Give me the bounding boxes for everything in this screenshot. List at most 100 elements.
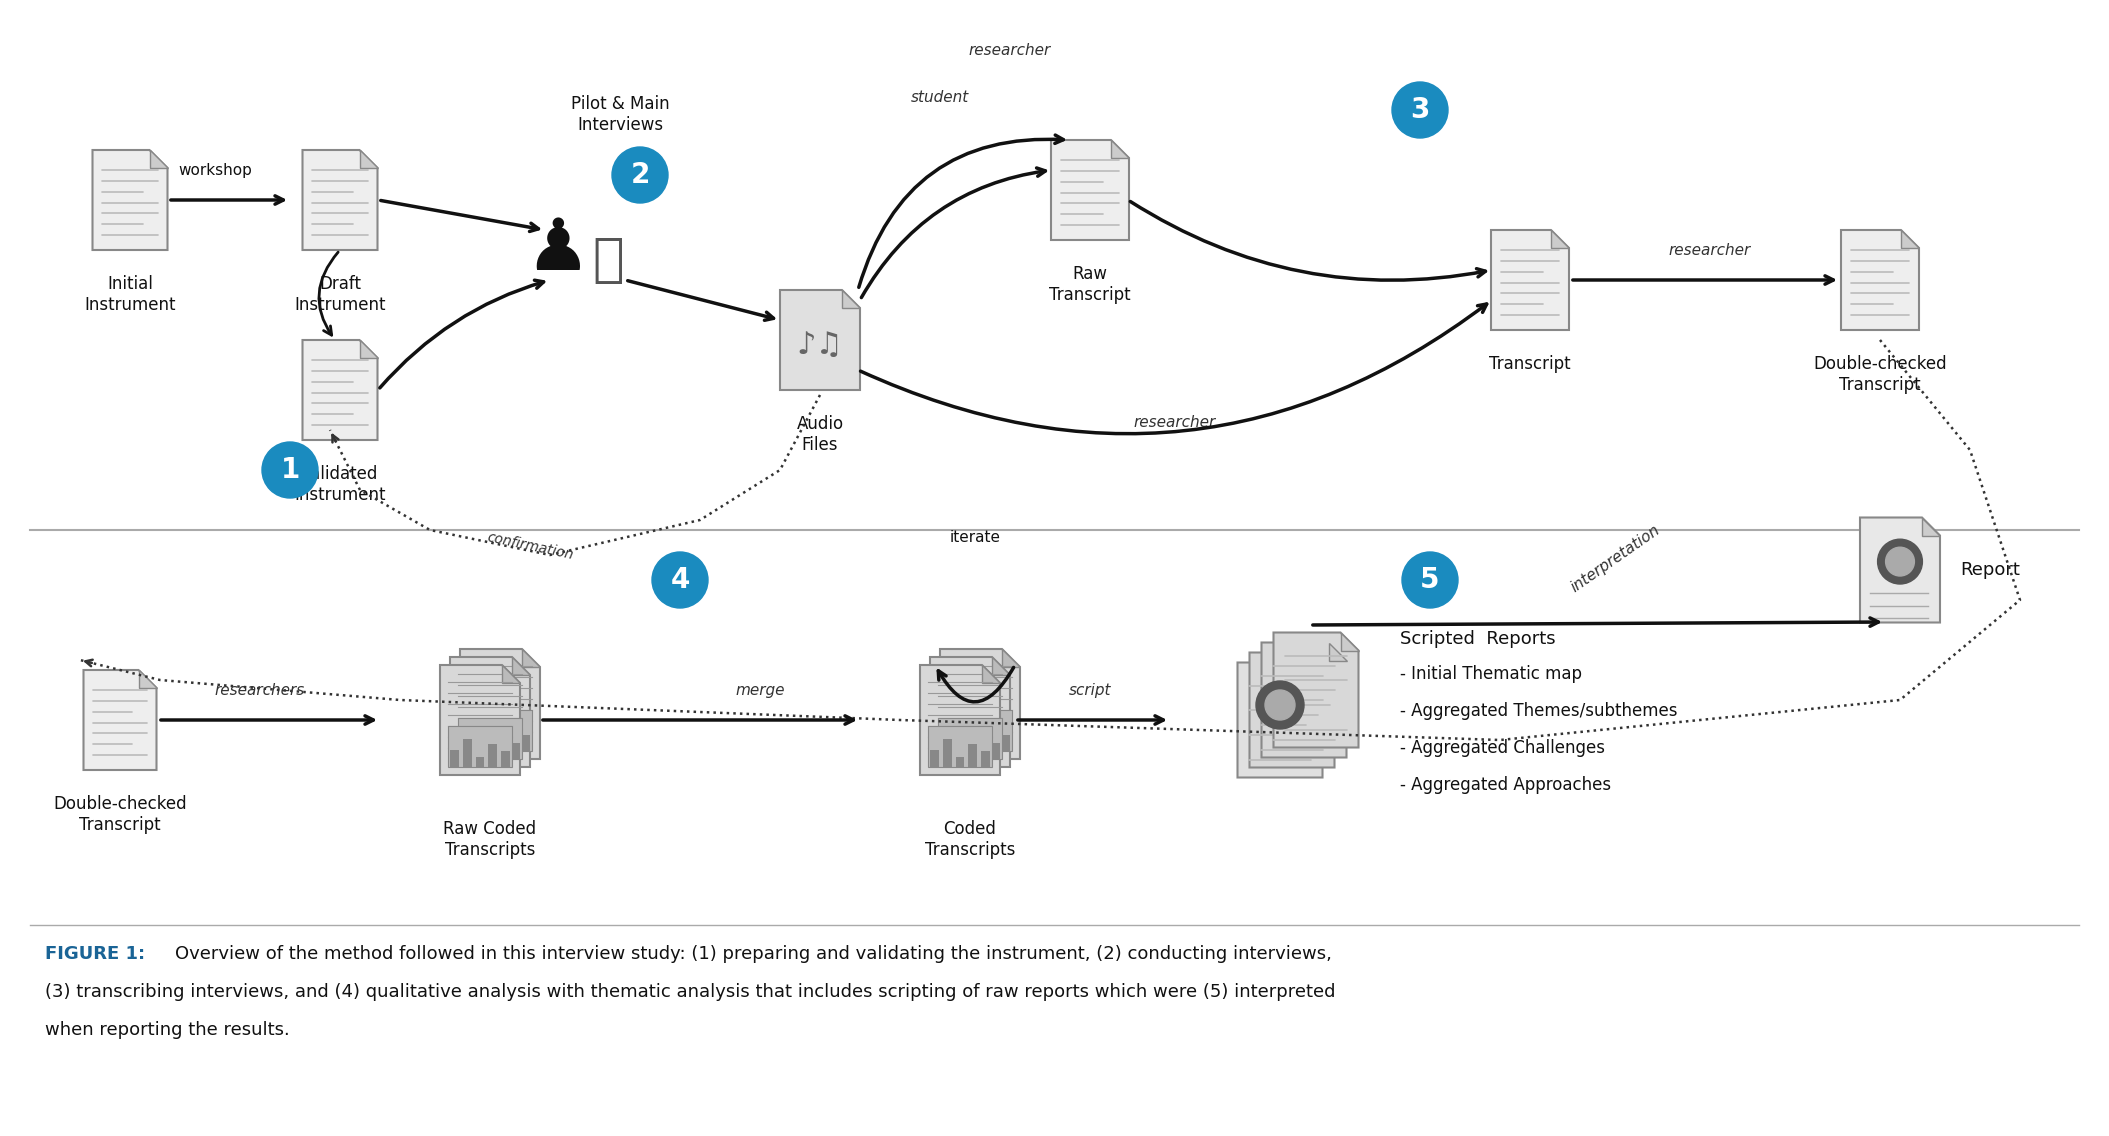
Circle shape (1392, 82, 1449, 137)
Polygon shape (1274, 633, 1358, 747)
Circle shape (612, 147, 669, 203)
Text: Overview of the method followed in this interview study: (1) preparing and valid: Overview of the method followed in this … (175, 945, 1333, 963)
Polygon shape (1261, 643, 1346, 758)
Polygon shape (449, 657, 529, 767)
Bar (508, 728, 517, 751)
Polygon shape (359, 150, 378, 168)
Polygon shape (1491, 229, 1569, 329)
Text: - Aggregated Challenges: - Aggregated Challenges (1400, 740, 1605, 757)
Polygon shape (983, 665, 1000, 683)
Bar (462, 738, 472, 767)
Polygon shape (523, 649, 540, 667)
Text: iterate: iterate (949, 531, 1000, 545)
Text: (3) transcribing interviews, and (4) qualitative analysis with thematic analysis: (3) transcribing interviews, and (4) qua… (44, 983, 1335, 1001)
Polygon shape (780, 290, 860, 390)
Circle shape (262, 442, 318, 498)
Circle shape (1877, 540, 1923, 584)
Polygon shape (991, 657, 1010, 675)
Bar (483, 722, 491, 751)
Text: interpretation: interpretation (1567, 523, 1662, 595)
Text: when reporting the results.: when reporting the results. (44, 1021, 289, 1039)
Text: - Aggregated Approaches: - Aggregated Approaches (1400, 776, 1611, 794)
Polygon shape (359, 340, 378, 358)
Bar (966, 749, 974, 759)
Bar (939, 718, 1002, 759)
Polygon shape (1316, 652, 1335, 670)
Polygon shape (139, 670, 156, 688)
Bar (521, 735, 529, 751)
Bar (477, 757, 485, 767)
Polygon shape (1002, 649, 1021, 667)
Text: script: script (1069, 683, 1111, 698)
Bar (943, 738, 951, 767)
Text: ♟: ♟ (525, 216, 591, 284)
Polygon shape (460, 649, 540, 759)
Circle shape (1265, 690, 1295, 720)
Polygon shape (1249, 652, 1335, 768)
Text: Initial
Instrument: Initial Instrument (84, 275, 175, 314)
Text: Double-checked
Transcript: Double-checked Transcript (53, 795, 188, 834)
Text: - Aggregated Themes/subthemes: - Aggregated Themes/subthemes (1400, 702, 1677, 720)
Bar (449, 750, 460, 767)
Text: 5: 5 (1419, 566, 1440, 594)
Text: Coded
Transcripts: Coded Transcripts (926, 820, 1014, 859)
Bar (989, 728, 998, 751)
Bar (941, 742, 949, 759)
Text: merge: merge (736, 683, 785, 698)
Bar (470, 734, 479, 751)
Polygon shape (93, 150, 167, 250)
Text: Transcript: Transcript (1489, 356, 1571, 373)
Bar (485, 749, 494, 759)
Polygon shape (1860, 518, 1940, 623)
Bar (498, 736, 506, 759)
Bar (949, 710, 1012, 751)
Text: researchers: researchers (215, 683, 306, 698)
Circle shape (1885, 548, 1915, 576)
Bar (447, 726, 512, 767)
Polygon shape (1329, 643, 1346, 660)
Text: Double-checked
Transcript: Double-checked Transcript (1814, 356, 1947, 394)
Polygon shape (1841, 229, 1919, 329)
Polygon shape (1111, 140, 1128, 158)
Text: 2: 2 (631, 161, 650, 189)
Text: ♪♫: ♪♫ (797, 331, 844, 359)
Bar (928, 726, 991, 767)
Text: Draft
Instrument: Draft Instrument (295, 275, 386, 314)
Polygon shape (441, 665, 521, 775)
Polygon shape (1550, 229, 1569, 248)
Bar (1002, 735, 1010, 751)
Text: FIGURE 1:: FIGURE 1: (44, 945, 146, 963)
Bar (968, 744, 976, 767)
Polygon shape (1921, 518, 1940, 535)
Text: - Initial Thematic map: - Initial Thematic map (1400, 665, 1582, 683)
Bar (964, 722, 972, 751)
Bar (458, 718, 523, 759)
Bar (953, 730, 962, 759)
Bar (976, 741, 985, 751)
Bar (981, 751, 989, 767)
Text: researcher: researcher (968, 43, 1050, 58)
Text: Scripted  Reports: Scripted Reports (1400, 630, 1556, 648)
Text: Pilot & Main
Interviews: Pilot & Main Interviews (572, 95, 669, 134)
Bar (979, 736, 987, 759)
Bar (489, 744, 498, 767)
Text: Raw
Transcript: Raw Transcript (1048, 265, 1130, 303)
Polygon shape (941, 649, 1021, 759)
Bar (502, 751, 510, 767)
Polygon shape (84, 670, 156, 770)
Bar (949, 734, 960, 751)
Circle shape (652, 552, 709, 608)
Polygon shape (930, 657, 1010, 767)
Text: Raw Coded
Transcripts: Raw Coded Transcripts (443, 820, 536, 859)
Bar (496, 741, 504, 751)
Circle shape (1402, 552, 1457, 608)
Text: 3: 3 (1411, 97, 1430, 124)
Bar (468, 710, 531, 751)
Text: Report: Report (1959, 561, 2020, 579)
Text: student: student (911, 90, 970, 105)
Polygon shape (841, 290, 860, 308)
Bar (510, 743, 521, 759)
Bar (955, 757, 964, 767)
Polygon shape (502, 665, 521, 683)
Text: researcher: researcher (1668, 243, 1750, 258)
